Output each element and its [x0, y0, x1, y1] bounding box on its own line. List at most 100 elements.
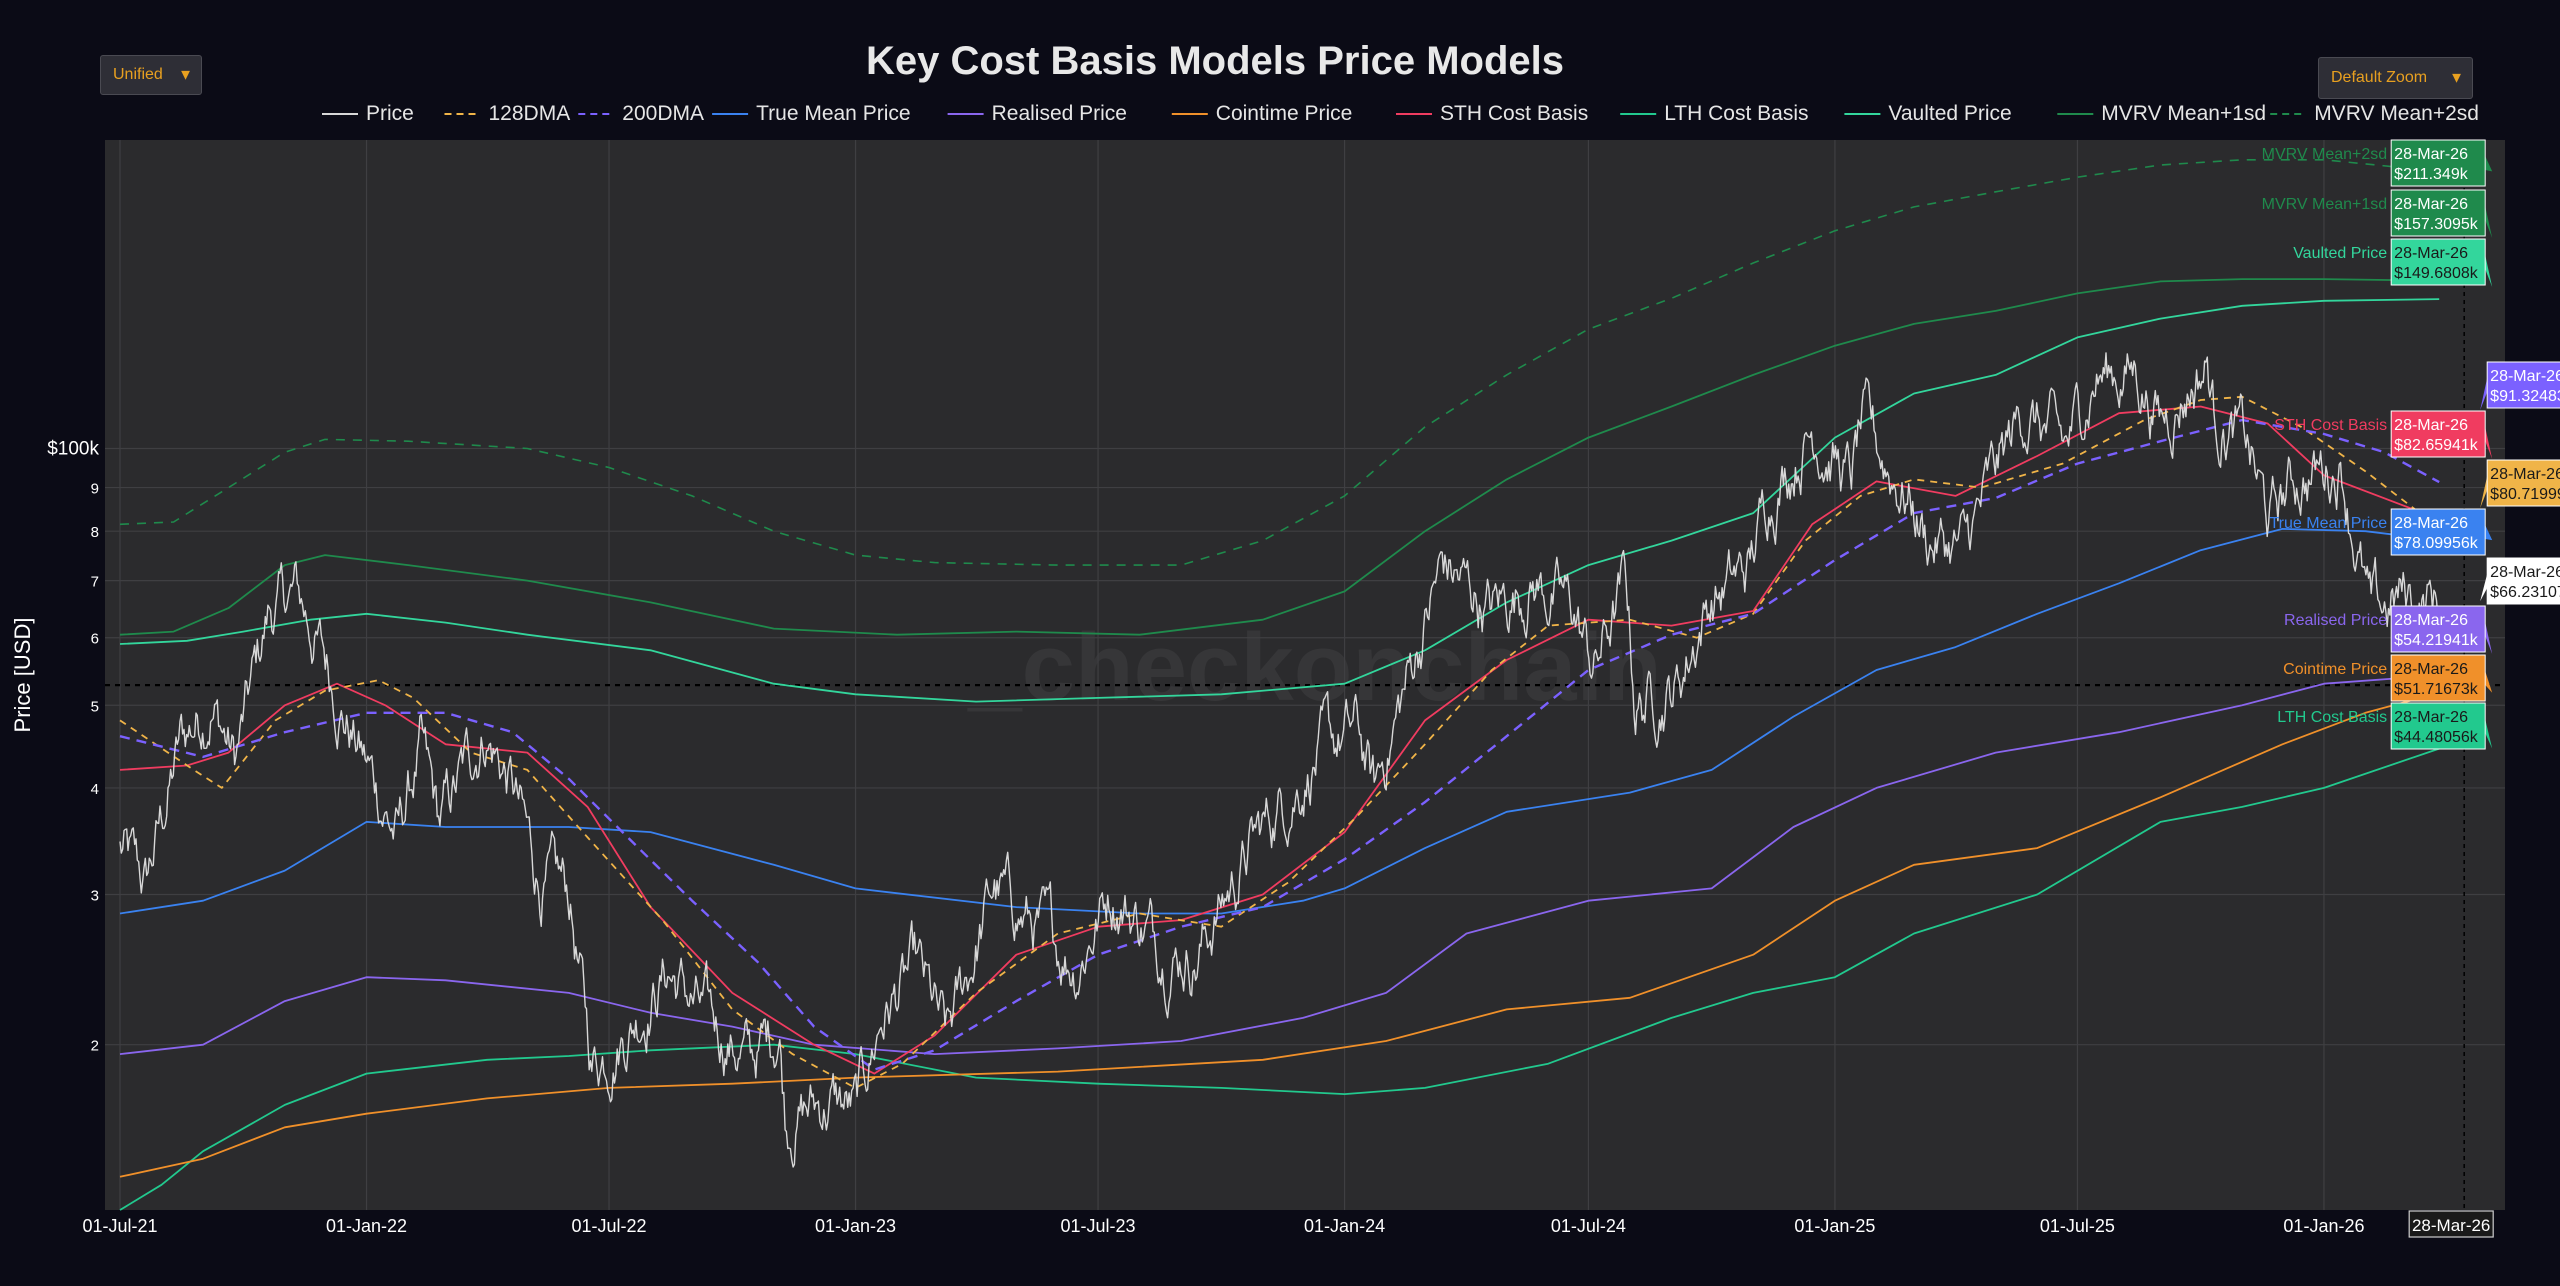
- hover-label-cointime: 28-Mar-26 $51.71673k Cointime Price: [2283, 654, 2493, 702]
- hover-label-price: 28-Mar-26$66.23107kPrice: [2480, 557, 2560, 605]
- hover-label-date: 28-Mar-26: [2394, 196, 2468, 213]
- hover-label-box: [2390, 410, 2486, 458]
- hover-label-date: 28-Mar-26: [2490, 368, 2560, 385]
- legend-label: LTH Cost Basis: [1664, 102, 1808, 125]
- hover-label-dma200: 28-Mar-26$91.32483k200DMA: [2480, 361, 2560, 410]
- x-tick-label: 01-Jan-22: [326, 1216, 407, 1236]
- hover-label-box: [2390, 605, 2486, 653]
- legend-item: 128DMA: [444, 102, 571, 125]
- hover-label-pointer: [2485, 622, 2493, 654]
- zoom-select[interactable]: Default Zoom ▼: [2318, 57, 2473, 99]
- hover-label-name: STH Cost Basis: [2274, 417, 2387, 434]
- y-tick-label: 9: [91, 481, 99, 498]
- hover-label-date: 28-Mar-26: [2394, 146, 2468, 163]
- hover-label-value: $149.6808k: [2394, 265, 2479, 282]
- cursor-date-box: [2408, 1210, 2494, 1238]
- hover-label-date: 28-Mar-26: [2394, 612, 2468, 629]
- y-tick-label: 3: [91, 887, 99, 904]
- legend-item: Vaulted Price: [1844, 102, 2012, 125]
- hover-label-name: MVRV Mean+1sd: [2262, 196, 2388, 213]
- series-line-realised: [119, 674, 2440, 1055]
- hover-label-dma128: 28-Mar-26$80.71999k128DMA: [2480, 459, 2560, 508]
- chart-title: Key Cost Basis Models Price Models: [866, 39, 1564, 83]
- hover-label-value: $82.65941k: [2394, 437, 2479, 454]
- hover-label-box: [2390, 139, 2486, 187]
- hover-label-name: MVRV Mean+2sd: [2262, 146, 2388, 163]
- legend-item: MVRV Mean+2sd: [2270, 102, 2479, 125]
- legend-item: Price: [322, 102, 414, 125]
- legend-item: STH Cost Basis: [1396, 102, 1588, 125]
- hover-mode-select[interactable]: Unified ▼: [100, 55, 202, 95]
- legend-item: 200DMA: [578, 102, 704, 125]
- hover-label-date: 28-Mar-26: [2490, 564, 2560, 581]
- cursor-date-label: 28-Mar-26: [2412, 1216, 2490, 1235]
- legend-label: Cointime Price: [1216, 102, 1353, 125]
- hover-labels: 28-Mar-26 $211.349k MVRV Mean+2sd 28-Mar-26…: [2262, 139, 2560, 750]
- chevron-down-icon: ▼: [178, 66, 193, 84]
- hover-label-box: [2390, 702, 2486, 750]
- hover-label-name: True Mean Price: [2270, 515, 2388, 532]
- hover-label-pointer: [2480, 476, 2488, 508]
- hover-label-name: Cointime Price: [2283, 661, 2387, 678]
- hover-label-value: $66.23107k: [2490, 584, 2560, 601]
- y-tick-label: $100k: [47, 439, 99, 460]
- legend-item: MVRV Mean+1sd: [2057, 102, 2266, 125]
- hover-label-pointer: [2485, 206, 2493, 238]
- x-tick-label: 01-Jul-22: [572, 1216, 647, 1236]
- x-tick-label: 01-Jan-23: [815, 1216, 896, 1236]
- series-lines: [119, 159, 2440, 1211]
- hover-label-value: $80.71999k: [2490, 486, 2560, 503]
- hover-label-value: $54.21941k: [2394, 632, 2479, 649]
- hover-label-value: $211.349k: [2394, 166, 2469, 183]
- series-line-dma200: [119, 418, 2440, 1071]
- hover-label-realised: 28-Mar-26 $54.21941k Realised Price: [2284, 605, 2493, 654]
- hover-label-pointer: [2485, 156, 2493, 172]
- hover-label-box: [2390, 189, 2486, 237]
- series-line-price: [119, 352, 2440, 1168]
- hover-label-pointer: [2485, 427, 2493, 459]
- legend-item: True Mean Price: [712, 102, 911, 125]
- hover-label-value: $51.71673k: [2394, 681, 2479, 698]
- series-line-cointime: [119, 691, 2440, 1178]
- hover-label-date: 28-Mar-26: [2490, 466, 2560, 483]
- hover-label-pointer: [2480, 574, 2488, 602]
- hover-label-name: Realised Price: [2284, 612, 2387, 629]
- hover-label-pointer: [2485, 255, 2493, 287]
- hover-label-box: [2486, 557, 2560, 605]
- legend-label: Vaulted Price: [1888, 102, 2011, 125]
- legend-label: MVRV Mean+1sd: [2101, 102, 2266, 125]
- hover-label-date: 28-Mar-26: [2394, 417, 2468, 434]
- y-tick-label: 2: [91, 1038, 99, 1055]
- hover-label-date: 28-Mar-26: [2394, 709, 2468, 726]
- legend-item: Cointime Price: [1171, 102, 1353, 125]
- hover-label-box: [2390, 654, 2486, 702]
- hover-label-value: $91.32483k: [2490, 388, 2560, 405]
- hover-label-mvrv1: 28-Mar-26 $157.3095k MVRV Mean+1sd: [2262, 189, 2493, 238]
- series-line-lth: [119, 747, 2440, 1211]
- y-tick-label: 4: [91, 781, 99, 798]
- legend-label: 200DMA: [622, 102, 704, 125]
- hover-label-pointer: [2485, 719, 2493, 749]
- hover-label-vaulted: 28-Mar-26 $149.6808k Vaulted Price: [2293, 238, 2493, 287]
- hover-label-box: [2390, 508, 2486, 556]
- hover-label-pointer: [2480, 378, 2488, 410]
- legend-label: 128DMA: [489, 102, 571, 125]
- plot-area[interactable]: [105, 140, 2505, 1210]
- y-tick-label: 7: [91, 574, 99, 591]
- axis-ticks: 01-Jul-21 01-Jan-22 01-Jul-22 01-Jan-23 01-J…: [47, 439, 2364, 1236]
- legend-label: STH Cost Basis: [1440, 102, 1588, 125]
- hover-label-name: LTH Cost Basis: [2277, 709, 2387, 726]
- hover-label-value: $44.48056k: [2394, 729, 2479, 746]
- y-tick-label: 5: [91, 698, 99, 715]
- hover-label-box: [2486, 459, 2560, 507]
- series-line-true_mean: [119, 528, 2440, 915]
- legend-label: MVRV Mean+2sd: [2314, 102, 2479, 125]
- legend-item: LTH Cost Basis: [1620, 102, 1809, 125]
- hover-label-pointer: [2485, 525, 2493, 541]
- hover-label-box: [2486, 361, 2560, 409]
- hover-label-value: $78.09956k: [2394, 535, 2479, 552]
- hover-label-box: [2390, 238, 2486, 286]
- hover-label-pointer: [2485, 671, 2493, 693]
- hover-cursor: 28-Mar-26: [2408, 140, 2494, 1238]
